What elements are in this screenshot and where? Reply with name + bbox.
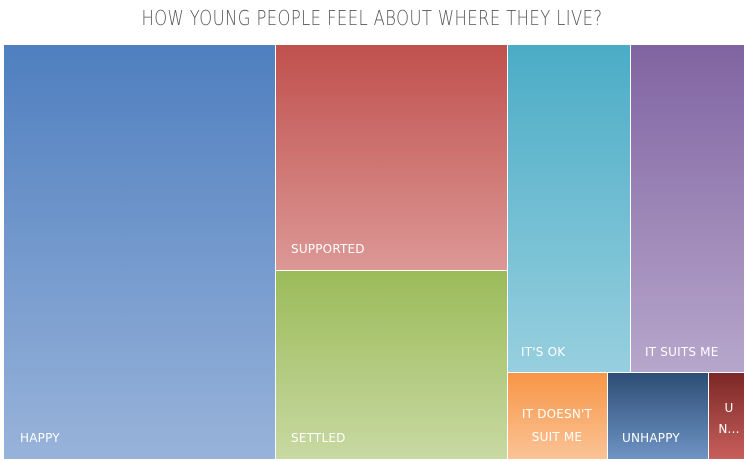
tile-label-settled: SETTLED	[291, 431, 346, 445]
tile-it-doesn-t-suit-me	[508, 373, 607, 459]
tile-happy	[4, 45, 275, 459]
tile-label-it-suits-me: IT SUITS ME	[645, 345, 719, 359]
tile-it-suits-me	[631, 45, 744, 372]
tile-label-happy: HAPPY	[20, 431, 60, 445]
tile-label-unhappy: UNHAPPY	[622, 431, 680, 445]
chart-title: HOW YOUNG PEOPLE FEEL ABOUT WHERE THEY L…	[141, 6, 603, 30]
tile-supported	[276, 45, 507, 270]
tile-label-un: U N...	[718, 401, 739, 436]
tile-label-it-s-ok: IT'S OK	[521, 345, 566, 359]
tile-settled	[276, 271, 507, 459]
tile-unhappy	[608, 373, 708, 459]
tile-it-s-ok	[508, 45, 630, 372]
tile-label-supported: SUPPORTED	[291, 242, 365, 256]
tile-label-it-doesn-t-suit-me: IT DOESN'T SUIT ME	[522, 407, 593, 444]
treemap-tiles: HAPPY SUPPORTED SETTLED IT'S OK IT SUITS ME I…	[4, 45, 744, 459]
tile-un	[709, 373, 744, 459]
